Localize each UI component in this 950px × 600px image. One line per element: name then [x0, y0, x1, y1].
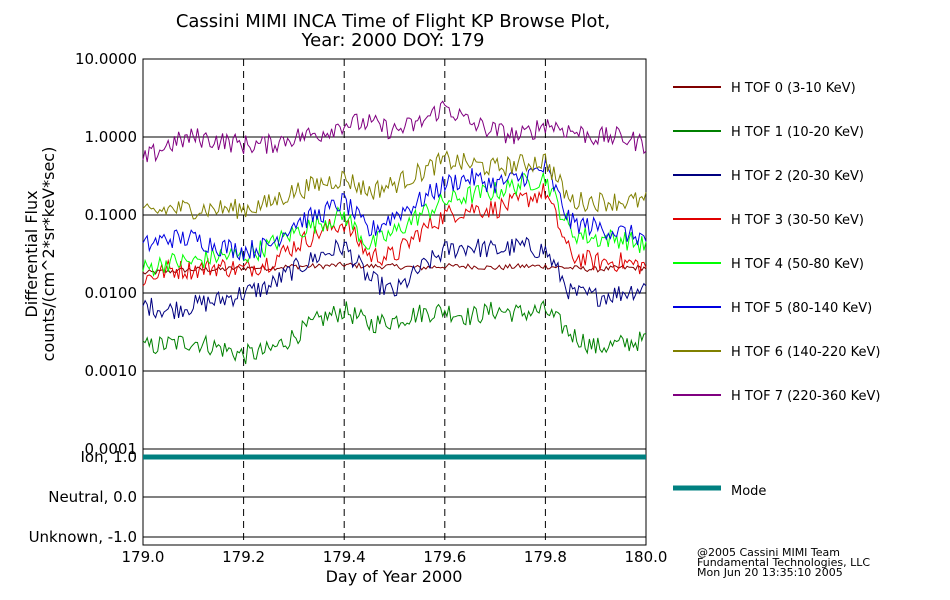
mode-y-tick-labels: Ion, 1.0 Neutral, 0.0 Unknown, -1.0 [29, 448, 137, 546]
legend-label: H TOF 6 (140-220 KeV) [731, 345, 880, 360]
flux-series [142, 100, 647, 365]
flux-y-tick-label: 0.0001 [85, 440, 138, 458]
legend-label: H TOF 1 (10-20 KeV) [731, 125, 864, 140]
x-tick-label: 179.4 [323, 548, 366, 566]
x-tick-labels: 179.0 179.2 179.4 179.6 179.8 180.0 [122, 548, 668, 566]
legend-label: H TOF 4 (50-80 KeV) [731, 257, 864, 272]
plot-title-line2: Year: 2000 DOY: 179 [301, 30, 485, 51]
x-tick-label: 179.0 [122, 548, 165, 566]
mode-y-tick-label: Unknown, -1.0 [29, 528, 137, 546]
flux-grid [143, 58, 646, 450]
flux-y-tick-label: 0.0100 [85, 284, 138, 302]
mode-grid [143, 449, 646, 545]
legend: H TOF 0 (3-10 KeV) H TOF 1 (10-20 KeV) H T… [673, 81, 880, 499]
flux-y-axis-label-line2: counts/(cm^2*sr*keV*sec) [39, 147, 58, 362]
credit-line3: Mon Jun 20 13:35:10 2005 [697, 566, 843, 579]
flux-y-axis-label-line1: Differential Flux [22, 190, 41, 317]
flux-series-line [142, 159, 647, 261]
flux-series-line [142, 100, 647, 163]
mode-y-tick-label: Ion, 1.0 [81, 448, 138, 466]
flux-y-tick-label: 10.0000 [75, 50, 137, 68]
flux-y-tick-label: 0.1000 [85, 206, 138, 224]
flux-series-line [142, 299, 647, 365]
flux-plot-frame [142, 58, 647, 450]
x-axis-label: Day of Year 2000 [326, 567, 463, 586]
legend-label: H TOF 5 (80-140 KeV) [731, 301, 872, 316]
x-tick-label: 179.2 [222, 548, 265, 566]
flux-series-line [142, 261, 647, 275]
credit-line1: @2005 Cassini MIMI Team [697, 546, 840, 559]
x-tick-label: 180.0 [625, 548, 668, 566]
legend-label: H TOF 3 (30-50 KeV) [731, 213, 864, 228]
legend-label: H TOF 2 (20-30 KeV) [731, 169, 864, 184]
x-tick-label: 179.8 [524, 548, 567, 566]
flux-y-tick-label: 0.0010 [85, 362, 138, 380]
mode-panel: Ion, 1.0 Neutral, 0.0 Unknown, -1.0 [29, 448, 647, 546]
legend-label-mode: Mode [731, 484, 766, 499]
legend-label: H TOF 7 (220-360 KeV) [731, 389, 880, 404]
legend-label: H TOF 0 (3-10 KeV) [731, 81, 856, 96]
x-tick-label: 179.6 [423, 548, 466, 566]
plot-title-line1: Cassini MIMI INCA Time of Flight KP Brow… [176, 11, 610, 32]
credit-line2: Fundamental Technologies, LLC [697, 556, 870, 569]
flux-y-tick-label: 1.0000 [85, 128, 138, 146]
flux-y-tick-labels: 10.0000 1.0000 0.1000 0.0100 0.0010 0.0001 [75, 50, 137, 458]
mode-y-tick-label: Neutral, 0.0 [48, 488, 137, 506]
flux-series-line [142, 183, 647, 287]
flux-series-line [142, 172, 647, 277]
flux-series-line [142, 236, 647, 320]
flux-panel: 10.0000 1.0000 0.1000 0.0100 0.0010 0.0001 Di… [22, 50, 647, 458]
credit-block: @2005 Cassini MIMI Team Fundamental Tech… [697, 546, 870, 579]
flux-series-line [142, 150, 647, 220]
